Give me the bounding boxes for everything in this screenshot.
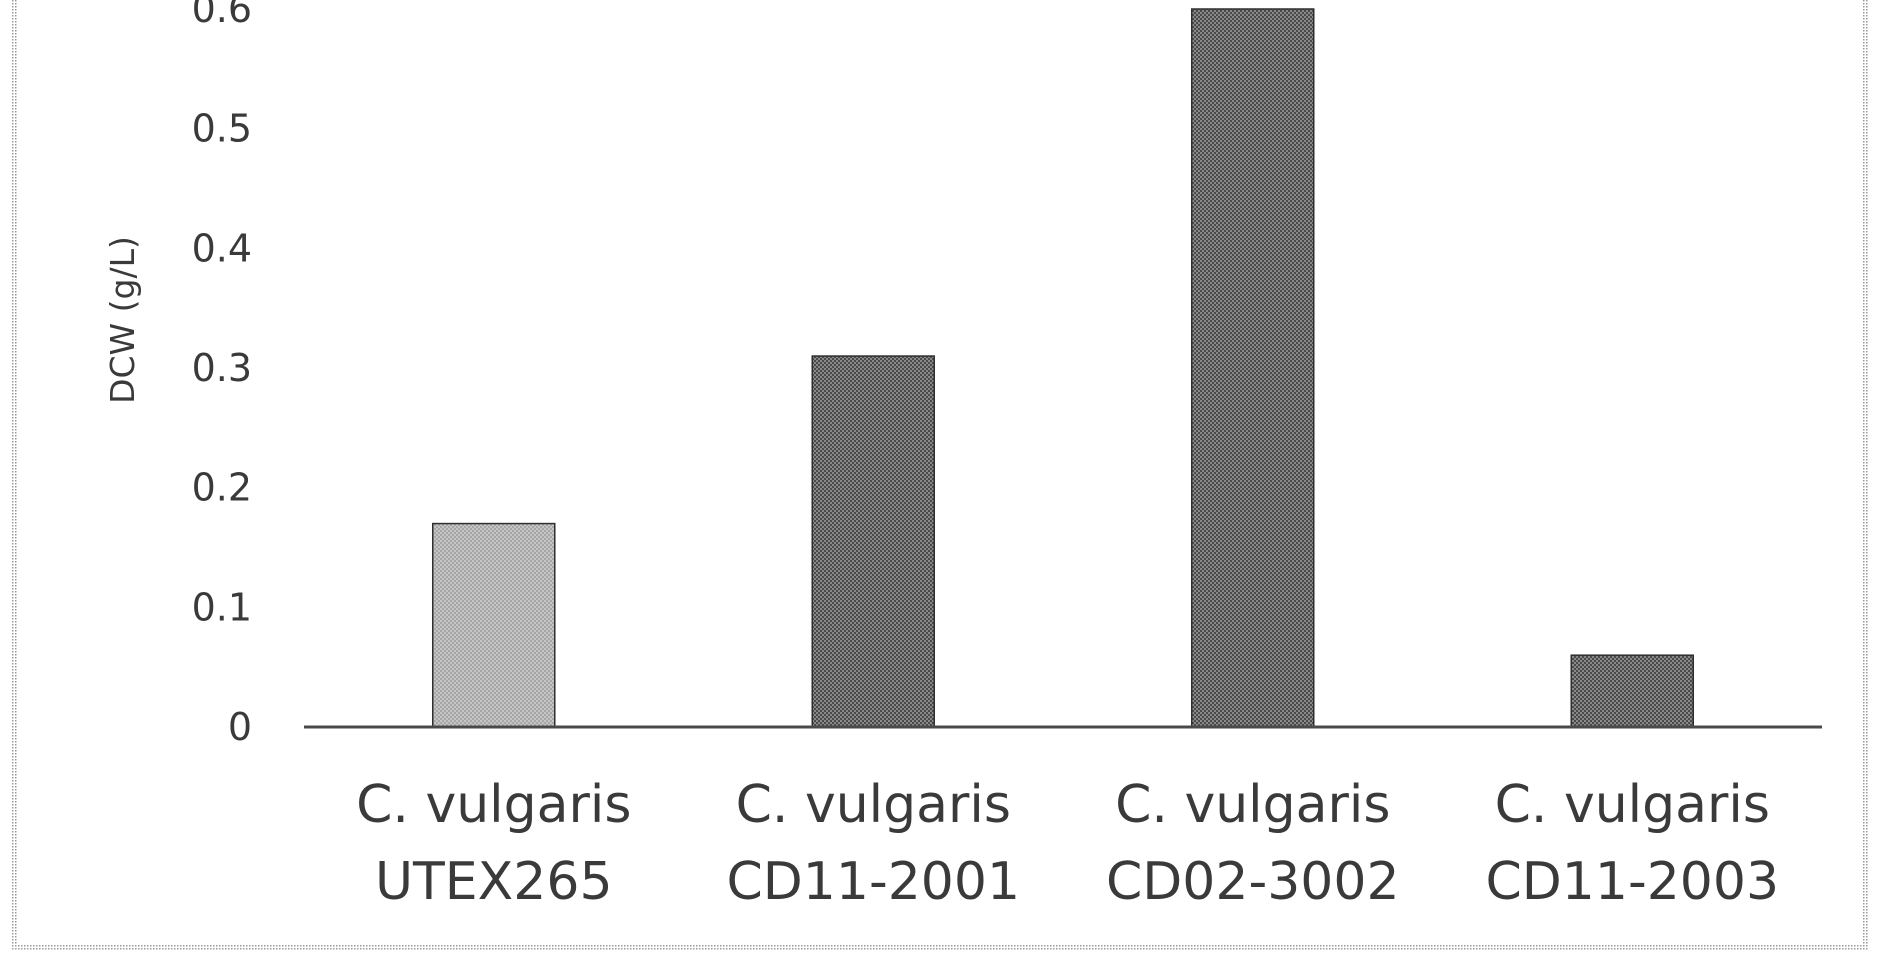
x-tick-label: CD11-2001 [726, 852, 1020, 912]
y-tick-label: 0.5 [192, 107, 252, 151]
y-tick-label: 0.2 [192, 466, 252, 510]
y-tick-label: 0 [228, 705, 252, 749]
x-tick-label: C. vulgaris [736, 775, 1011, 835]
x-tick-label: C. vulgaris [356, 775, 631, 835]
bar [812, 356, 934, 727]
x-tick-label: CD11-2003 [1485, 852, 1779, 912]
x-tick-label: C. vulgaris [1495, 775, 1770, 835]
x-tick-label: UTEX265 [375, 852, 613, 912]
bar [433, 524, 555, 727]
y-axis-label: DCW (g/L) [103, 236, 142, 404]
y-tick-label: 0.1 [192, 585, 252, 629]
y-tick-label: 0.3 [192, 346, 252, 390]
y-tick-label: 0.4 [192, 226, 252, 270]
bar [1571, 655, 1693, 727]
plot-area: 0 0.1 0.2 0.3 0.4 0.5 0.6 C. vulgaris UTEX265 C. … [192, 0, 1822, 912]
x-tick-label: C. vulgaris [1115, 775, 1390, 835]
x-tick-label: CD02-3002 [1106, 852, 1400, 912]
bar [1192, 9, 1314, 727]
y-tick-label: 0.6 [192, 0, 252, 31]
